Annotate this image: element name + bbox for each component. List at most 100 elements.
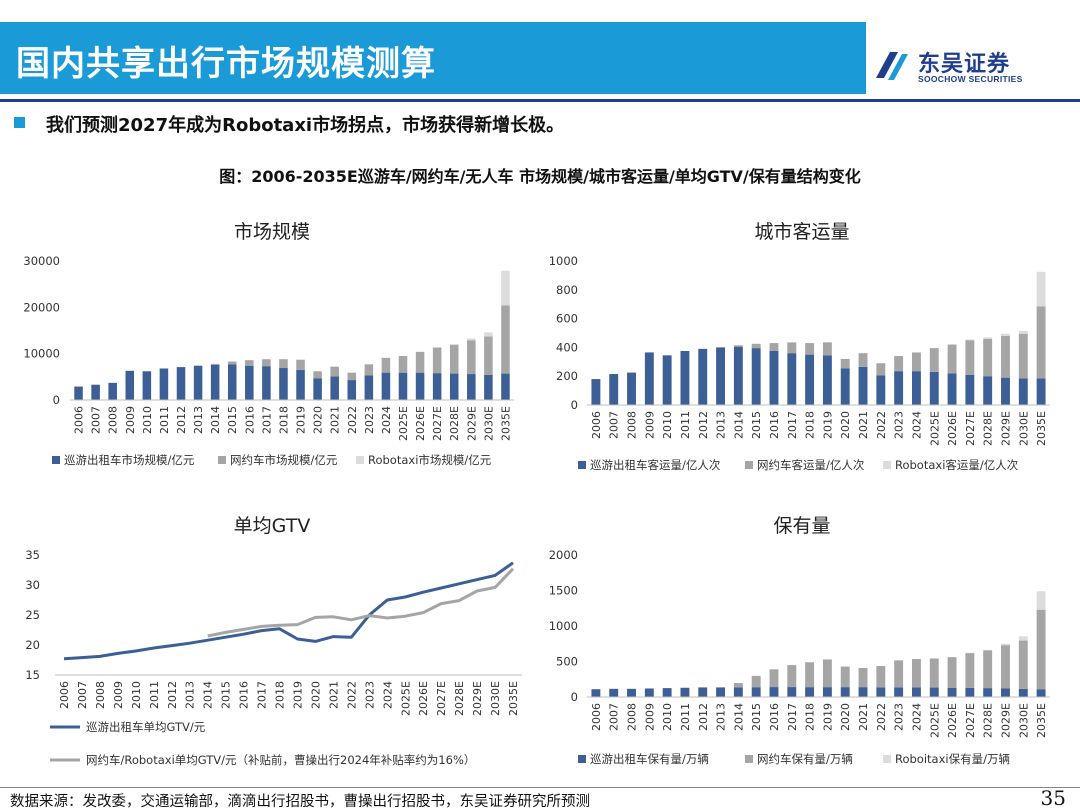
- traffic-bar-s1: [609, 374, 618, 405]
- market-bar-s2: [262, 359, 271, 366]
- market-legend-swatch: [52, 456, 60, 464]
- traffic-xtick-label: 2014: [732, 411, 745, 439]
- gtv-xtick-label: 2025E: [399, 681, 412, 716]
- traffic-bar-s1: [663, 355, 672, 405]
- market-bar-s3: [467, 338, 476, 340]
- market-bar-s1: [501, 374, 510, 400]
- traffic-bar-s1: [894, 371, 903, 405]
- gtv-xtick-label: 2018: [274, 681, 287, 709]
- fleet-bar-s1: [1001, 688, 1010, 697]
- fleet-bar-s1: [965, 688, 974, 697]
- market-bar-s1: [279, 368, 288, 400]
- fleet-bar-s3: [1001, 644, 1010, 645]
- market-xtick-label: 2012: [175, 406, 188, 434]
- traffic-xtick-label: 2015: [750, 411, 763, 439]
- traffic-bar-s2: [734, 345, 743, 346]
- traffic-ytick-label: 200: [556, 369, 578, 383]
- traffic-bar-s1: [591, 379, 600, 405]
- traffic-bar-s1: [734, 347, 743, 405]
- market-xtick-label: 2028E: [448, 406, 461, 441]
- market-bar-s2: [211, 364, 220, 365]
- gtv-xtick-label: 2015: [220, 681, 233, 709]
- traffic-legend-swatch: [745, 461, 753, 469]
- market-bar-s2: [484, 337, 493, 375]
- gtv-xtick-label: 2030E: [489, 681, 502, 716]
- traffic-xtick-label: 2007: [608, 411, 621, 439]
- market-bar-s1: [160, 368, 169, 400]
- market-bar-s1: [433, 373, 442, 400]
- traffic-bar-s2: [983, 339, 992, 376]
- market-bar-s1: [177, 367, 186, 400]
- traffic-xtick-label: 2023: [893, 411, 906, 439]
- traffic-bar-s2: [1001, 336, 1010, 378]
- fleet-bar-s2: [805, 662, 814, 687]
- fleet-xtick-label: 2022: [875, 703, 888, 731]
- market-xtick-label: 2016: [243, 406, 256, 434]
- market-legend-swatch: [356, 456, 364, 464]
- traffic-xtick-label: 2022: [875, 411, 888, 439]
- fleet-bar-s1: [823, 687, 832, 697]
- traffic-bar-s3: [1001, 334, 1010, 336]
- market-legend-label: 网约车市场规模/亿元: [230, 453, 338, 467]
- traffic-xtick-label: 2021: [857, 411, 870, 439]
- fleet-bar-s1: [912, 687, 921, 697]
- market-bar-s1: [382, 373, 391, 400]
- fleet-bar-s3: [983, 650, 992, 651]
- market-xtick-label: 2021: [329, 406, 342, 434]
- gtv-xtick-label: 2022: [345, 681, 358, 709]
- fleet-bar-s2: [752, 676, 761, 687]
- fleet-bar-s2: [1001, 645, 1010, 688]
- market-bar-s2: [450, 345, 459, 374]
- traffic-bar-s1: [716, 347, 725, 405]
- traffic-bar-s1: [1037, 378, 1046, 405]
- fleet-bar-s1: [1037, 689, 1046, 697]
- fleet-bar-s1: [841, 687, 850, 697]
- fleet-ytick-label: 500: [556, 655, 578, 669]
- traffic-xtick-label: 2020: [839, 411, 852, 439]
- fleet-xtick-label: 2016: [768, 703, 781, 731]
- traffic-bar-s2: [965, 340, 974, 375]
- traffic-bar-s2: [894, 356, 903, 371]
- fleet-xtick-label: 2006: [590, 703, 603, 731]
- gtv-xtick-label: 2010: [130, 681, 143, 709]
- fleet-bar-s1: [645, 688, 654, 697]
- traffic-bar-s2: [930, 348, 939, 372]
- gtv-xtick-label: 2013: [184, 681, 197, 709]
- traffic-xtick-label: 2029E: [999, 411, 1012, 446]
- fleet-bar-s1: [805, 687, 814, 697]
- traffic-xtick-label: 2024: [910, 411, 923, 439]
- gtv-xtick-label: 2024: [381, 681, 394, 709]
- market-xtick-label: 2017: [260, 406, 273, 434]
- market-bar-s2: [399, 356, 408, 373]
- market-xtick-label: 2022: [346, 406, 359, 434]
- fleet-bar-s1: [663, 688, 672, 697]
- market-bar-s1: [91, 385, 100, 400]
- fleet-bar-s1: [698, 687, 707, 697]
- market-bar-s1: [245, 366, 254, 400]
- fleet-bar-s2: [965, 653, 974, 688]
- market-xtick-label: 2029E: [465, 406, 478, 441]
- traffic-legend-label: 网约车客运量/亿人次: [757, 458, 865, 472]
- traffic-ytick-label: 600: [556, 312, 578, 326]
- traffic-xtick-label: 2030E: [1017, 411, 1030, 446]
- market-xtick-label: 2030E: [482, 406, 495, 441]
- traffic-bar-s1: [805, 355, 814, 405]
- fleet-xtick-label: 2012: [697, 703, 710, 731]
- market-bar-s2: [313, 371, 322, 378]
- traffic-legend-swatch: [883, 461, 891, 469]
- fleet-bar-s2: [930, 658, 939, 687]
- data-source: 数据来源：发改委，交通运输部，滴滴出行招股书，曹操出行招股书，东吴证券研究所预测: [10, 790, 590, 811]
- fleet-bar-s3: [1037, 591, 1046, 609]
- market-bar-s1: [296, 370, 305, 400]
- market-xtick-label: 2013: [192, 406, 205, 434]
- traffic-legend-label: Robotaxi客运量/亿人次: [895, 458, 1019, 472]
- traffic-xtick-label: 2010: [661, 411, 674, 439]
- traffic-bar-s2: [1037, 306, 1046, 378]
- fleet-legend-label: 网约车保有量/万辆: [757, 752, 853, 766]
- traffic-bar-s1: [965, 375, 974, 405]
- market-legend-label: 巡游出租车市场规模/亿元: [64, 453, 195, 467]
- fleet-xtick-label: 2024: [910, 703, 923, 731]
- traffic-xtick-label: 2018: [804, 411, 817, 439]
- traffic-xtick-label: 2028E: [982, 411, 995, 446]
- fleet-bar-s1: [1019, 689, 1028, 697]
